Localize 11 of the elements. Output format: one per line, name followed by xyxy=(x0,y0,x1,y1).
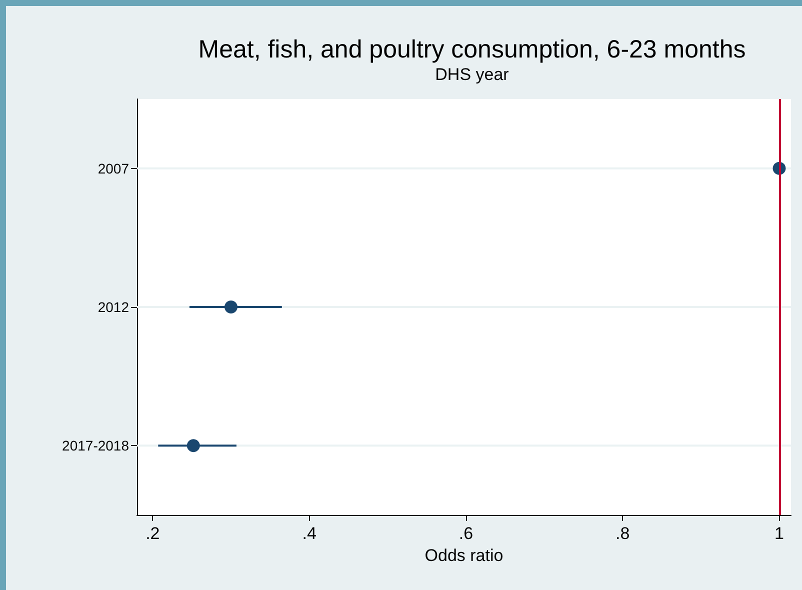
x-axis-title: Odds ratio xyxy=(424,546,504,565)
y-tick-label: 2012 xyxy=(98,299,130,315)
x-tick-label: .6 xyxy=(458,524,474,543)
y-tick-label: 2017-2018 xyxy=(62,438,130,454)
x-tick-label: .4 xyxy=(302,524,316,543)
chart-title: Meat, fish, and poultry consumption, 6-23 months xyxy=(198,36,746,64)
y-tick-label: 2007 xyxy=(98,160,130,176)
x-tick-label: .2 xyxy=(146,524,160,543)
y-axis-title: DHS year xyxy=(435,65,510,84)
x-tick-label: 1 xyxy=(774,524,784,543)
x-tick-label: .8 xyxy=(616,524,630,543)
